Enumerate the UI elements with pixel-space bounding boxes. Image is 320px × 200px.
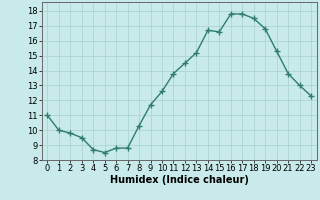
X-axis label: Humidex (Indice chaleur): Humidex (Indice chaleur) (110, 175, 249, 185)
